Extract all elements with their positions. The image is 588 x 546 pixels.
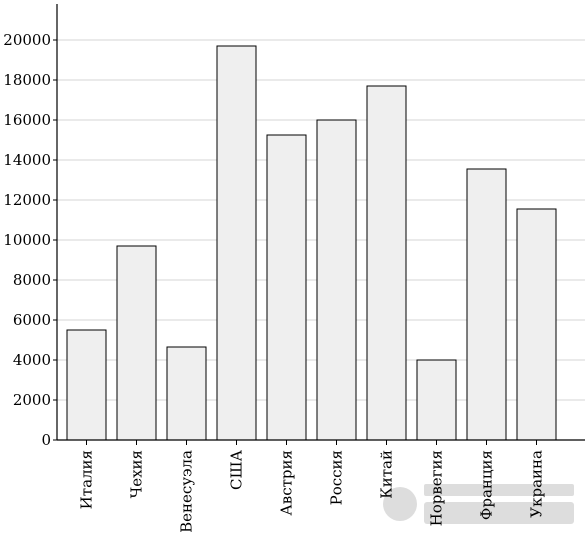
y-tick-label: 16000 xyxy=(3,111,51,129)
bar xyxy=(316,119,357,441)
x-tick-label: Украина xyxy=(528,450,546,518)
bar xyxy=(516,208,557,441)
y-tick-label: 10000 xyxy=(3,231,51,249)
bar xyxy=(266,134,307,441)
x-tick-labels: Италия Чехия Венесуэла США Австрия Россия Кита… xyxy=(78,449,546,533)
y-tick-label: 12000 xyxy=(3,191,51,209)
y-tick-label: 20000 xyxy=(3,31,51,49)
y-tick-label: 8000 xyxy=(13,271,51,289)
x-tick-label: Австрия xyxy=(278,450,296,516)
bar xyxy=(416,359,457,441)
axes xyxy=(53,4,585,445)
y-tick-label: 6000 xyxy=(13,311,51,329)
x-tick-label: США xyxy=(228,449,246,490)
x-tick-label: Китай xyxy=(378,450,396,499)
y-tick-label: 18000 xyxy=(3,71,51,89)
y-tick-label: 0 xyxy=(41,431,51,449)
x-tick-label: Франция xyxy=(478,450,496,520)
bar xyxy=(216,45,257,441)
x-tick-label: Норвегия xyxy=(428,450,446,526)
y-tick-label: 2000 xyxy=(13,391,51,409)
bar xyxy=(466,168,507,441)
x-tick-label: Чехия xyxy=(128,450,146,498)
bar xyxy=(166,346,207,441)
bar xyxy=(66,329,107,441)
y-tick-label: 14000 xyxy=(3,151,51,169)
x-tick-label: Венесуэла xyxy=(178,450,196,533)
x-tick-label: Россия xyxy=(328,450,346,505)
bar xyxy=(116,245,157,441)
y-tick-label: 4000 xyxy=(13,351,51,369)
bar xyxy=(366,85,407,441)
bars xyxy=(66,45,557,441)
y-tick-labels: 0 2000 4000 6000 8000 10000 12000 14000 16000 180… xyxy=(3,31,51,449)
x-tick-label: Италия xyxy=(78,450,96,509)
